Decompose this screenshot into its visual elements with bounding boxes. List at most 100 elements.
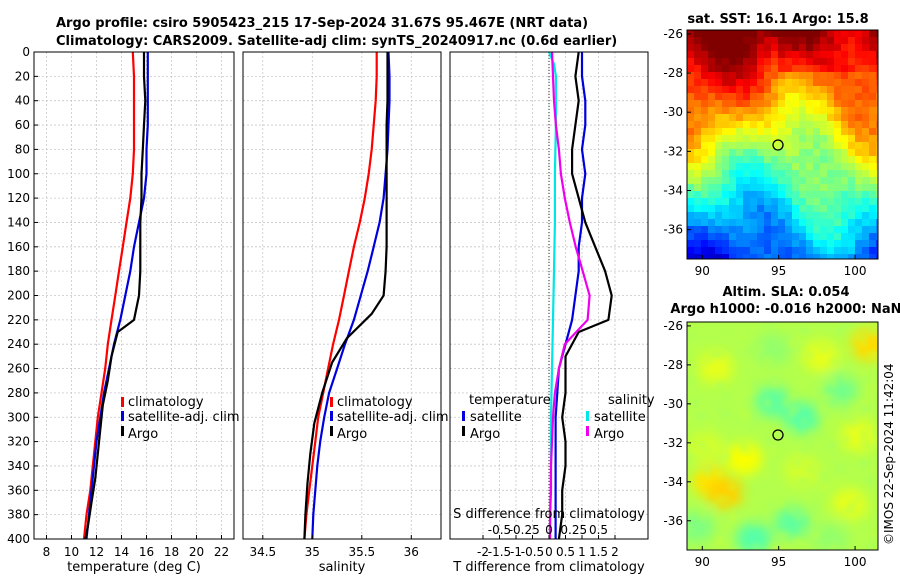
sst-cell — [729, 184, 737, 192]
sst-cell — [743, 170, 751, 178]
sst-cell — [841, 44, 849, 52]
sst-cell — [701, 163, 709, 171]
sst-cell — [841, 100, 849, 108]
sst-cell — [827, 65, 835, 73]
sla-cell — [777, 502, 783, 508]
sst-cell — [722, 247, 730, 255]
sla-cell — [753, 544, 759, 550]
sst-cell — [813, 86, 821, 94]
map-y-tick-label: -28 — [663, 358, 683, 372]
sst-cell — [701, 121, 709, 129]
sst-cell — [834, 135, 842, 143]
sst-cell — [694, 163, 702, 171]
sla-cell — [813, 412, 819, 418]
sst-cell — [876, 184, 878, 192]
sst-cell — [841, 212, 849, 220]
sst-cell — [799, 163, 807, 171]
sst-cell — [862, 219, 870, 227]
series-temperature-argo — [557, 51, 613, 540]
sst-cell — [813, 142, 821, 150]
sst-cell — [743, 191, 751, 199]
sst-cell — [743, 254, 751, 259]
sst-cell — [820, 240, 828, 248]
sst-cell — [722, 107, 730, 115]
sst-cell — [869, 30, 877, 38]
sst-cell — [764, 205, 772, 213]
sst-cell — [869, 254, 877, 259]
sst-cell — [827, 149, 835, 157]
sst-cell — [715, 114, 723, 122]
sst-cell — [764, 247, 772, 255]
sst-cell — [862, 198, 870, 206]
x-tick-label: -1 — [510, 545, 522, 559]
sst-cell — [827, 254, 835, 259]
sst-cell — [764, 44, 772, 52]
sst-cell — [785, 58, 793, 66]
sst-cell — [722, 233, 730, 241]
sst-cell — [792, 79, 800, 87]
sst-cell — [750, 114, 758, 122]
sst-cell — [729, 86, 737, 94]
sst-cell — [806, 100, 814, 108]
sla-cell — [699, 538, 705, 544]
sst-cell — [715, 86, 723, 94]
sst-cell — [729, 240, 737, 248]
sst-cell — [848, 30, 856, 38]
sst-cell — [757, 240, 765, 248]
map-x-tick-label: 100 — [844, 555, 867, 569]
sst-cell — [834, 65, 842, 73]
sst-cell — [869, 107, 877, 115]
sla-cell — [807, 454, 813, 460]
sla-cell — [771, 382, 777, 388]
sst-cell — [869, 219, 877, 227]
sst-cell — [708, 86, 716, 94]
sst-cell — [687, 170, 695, 178]
sst-cell — [701, 212, 709, 220]
sst-cell — [855, 212, 863, 220]
sst-cell — [736, 219, 744, 227]
sst-cell — [722, 30, 730, 38]
sst-cell — [764, 170, 772, 178]
sst-cell — [764, 114, 772, 122]
sst-cell — [743, 107, 751, 115]
sst-cell — [715, 233, 723, 241]
sst-cell — [834, 219, 842, 227]
sst-cell — [869, 205, 877, 213]
sst-cell — [750, 121, 758, 129]
sla-cell — [693, 466, 699, 472]
sla-cell — [825, 394, 831, 400]
sst-cell — [841, 163, 849, 171]
sst-cell — [876, 191, 878, 199]
sst-cell — [715, 226, 723, 234]
sst-cell — [869, 51, 877, 59]
sst-cell — [848, 107, 856, 115]
sla-cell — [747, 424, 753, 430]
sla-cell — [825, 376, 831, 382]
sla-cell — [723, 514, 729, 520]
sst-cell — [778, 58, 786, 66]
sla-cell — [861, 508, 867, 514]
sst-cell — [757, 107, 765, 115]
sst-cell — [771, 219, 779, 227]
sst-cell — [701, 149, 709, 157]
sst-cell — [806, 149, 814, 157]
sst-cell — [764, 240, 772, 248]
sla-cell — [831, 394, 837, 400]
sst-cell — [862, 58, 870, 66]
sst-cell — [729, 114, 737, 122]
sst-cell — [778, 184, 786, 192]
sst-cell — [820, 233, 828, 241]
sla-cell — [795, 478, 801, 484]
sst-cell — [841, 177, 849, 185]
sst-cell — [862, 44, 870, 52]
sst-cell — [869, 247, 877, 255]
sst-cell — [771, 254, 779, 259]
sst-cell — [841, 198, 849, 206]
sst-cell — [827, 107, 835, 115]
sla-cell — [813, 472, 819, 478]
sst-cell — [855, 121, 863, 129]
sst-cell — [687, 254, 695, 259]
sla-cell — [867, 442, 873, 448]
sst-cell — [876, 100, 878, 108]
